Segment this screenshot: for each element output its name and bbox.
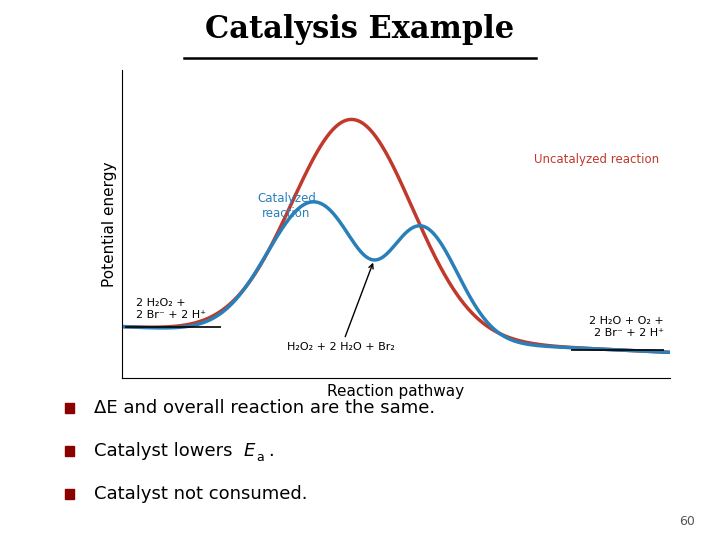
Text: Catalyst not consumed.: Catalyst not consumed. [94,485,307,503]
Bar [65,446,74,456]
Text: Catalyst lowers: Catalyst lowers [94,442,238,460]
Text: 2 H₂O + O₂ +
2 Br⁻ + 2 H⁺: 2 H₂O + O₂ + 2 Br⁻ + 2 H⁺ [590,316,664,338]
Text: H₂O₂ + 2 H₂O + Br₂: H₂O₂ + 2 H₂O + Br₂ [287,264,395,352]
Text: a: a [256,451,264,464]
Text: .: . [268,442,274,460]
Text: 60: 60 [679,515,695,528]
Text: Catalyzed
reaction: Catalyzed reaction [257,192,316,220]
Y-axis label: Potential energy: Potential energy [102,161,117,287]
Text: E: E [243,442,255,460]
Text: Uncatalyzed reaction: Uncatalyzed reaction [534,153,659,166]
Bar [65,489,74,499]
Text: ΔE and overall reaction are the same.: ΔE and overall reaction are the same. [94,399,435,417]
Text: 2 H₂O₂ +
2 Br⁻ + 2 H⁺: 2 H₂O₂ + 2 Br⁻ + 2 H⁺ [136,298,206,320]
X-axis label: Reaction pathway: Reaction pathway [328,383,464,399]
Text: Catalysis Example: Catalysis Example [205,14,515,45]
Bar [65,403,74,413]
